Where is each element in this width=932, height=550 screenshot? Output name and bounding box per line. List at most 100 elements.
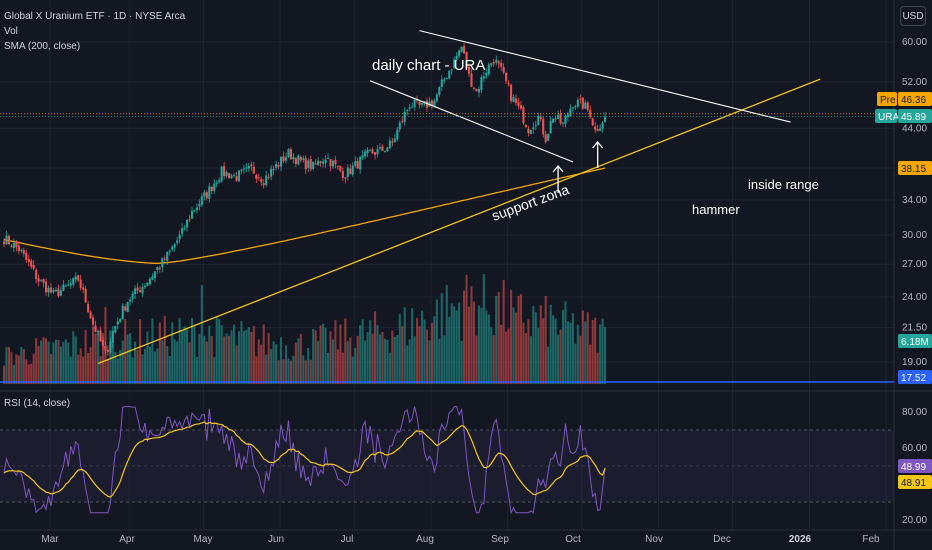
candle-body xyxy=(198,203,201,207)
price-tick-label: 44.00 xyxy=(902,123,927,134)
candle-body xyxy=(124,306,127,311)
candle-body xyxy=(490,63,493,66)
candle-body xyxy=(378,147,382,149)
volume-bar xyxy=(574,343,577,384)
volume-bar xyxy=(314,330,317,384)
candle-body xyxy=(443,79,446,81)
candle-body xyxy=(480,77,483,91)
candle-body xyxy=(275,164,278,168)
candle-body xyxy=(262,183,265,186)
rsi-indicator-label[interactable]: RSI (14, close) xyxy=(4,398,71,409)
volume-bar xyxy=(54,339,57,384)
volume-bar xyxy=(359,325,362,384)
volume-bar xyxy=(435,299,438,384)
volume-bar xyxy=(490,327,493,384)
volume-bar xyxy=(423,319,426,384)
candle-body xyxy=(188,219,191,221)
volume-bar xyxy=(193,324,196,384)
volume-bar xyxy=(141,354,144,384)
candle-body xyxy=(237,170,241,182)
time-axis-label: May xyxy=(194,534,213,545)
grid-lines xyxy=(0,0,894,530)
volume-bar xyxy=(5,347,8,384)
volume-indicator-label[interactable]: Vol xyxy=(4,26,18,37)
volume-bar xyxy=(480,308,483,384)
volume-bar xyxy=(74,336,77,384)
volume-bar xyxy=(510,289,513,384)
candle-body xyxy=(339,165,342,171)
symbol-title[interactable]: Global X Uranium ETF · 1D · NYSE Arca xyxy=(4,11,186,22)
volume-bar xyxy=(453,306,456,384)
volume-bar xyxy=(517,296,520,384)
volume-bar xyxy=(401,326,404,384)
volume-bar xyxy=(143,348,147,384)
volume-bar xyxy=(235,345,238,384)
candle-body xyxy=(465,51,468,68)
candle-body xyxy=(334,159,337,165)
candle-body xyxy=(173,244,176,248)
candle-body xyxy=(267,177,270,179)
candle-body xyxy=(255,175,258,179)
volume-bar xyxy=(371,333,374,384)
candle-body xyxy=(225,172,228,177)
candle-body xyxy=(495,59,498,63)
volume-bar xyxy=(67,342,70,384)
candle-body xyxy=(12,243,15,248)
sma-value-badge-text: 38.15 xyxy=(901,164,926,175)
volume-bar xyxy=(304,360,307,384)
candle-body xyxy=(111,330,114,343)
candle-body xyxy=(89,311,92,319)
candle-body xyxy=(584,102,587,109)
candle-body xyxy=(183,228,186,230)
volume-bar xyxy=(215,316,218,384)
volume-bar xyxy=(549,304,552,384)
candle-body xyxy=(252,166,255,174)
candle-body xyxy=(356,160,359,169)
candle-body xyxy=(304,158,307,170)
time-axis-label: Apr xyxy=(119,534,135,545)
volume-bar xyxy=(369,320,372,384)
volume-bar xyxy=(356,335,359,384)
volume-bar xyxy=(232,324,236,384)
volume-bar xyxy=(272,341,275,384)
volume-bar xyxy=(287,358,290,384)
volume-bar xyxy=(463,290,466,384)
pre-tag-bg xyxy=(877,92,897,106)
volume-bar xyxy=(495,296,498,384)
volume-bar xyxy=(319,325,322,384)
volume-bar xyxy=(458,302,461,384)
volume-bar xyxy=(176,341,179,384)
candle-body xyxy=(326,158,330,160)
candle-body xyxy=(477,88,480,93)
support-zone-label: support zona xyxy=(490,181,572,224)
candle-body xyxy=(106,349,109,352)
volume-bar xyxy=(136,350,139,384)
candle-body xyxy=(307,160,310,168)
volume-bar xyxy=(77,354,80,384)
volume-bar xyxy=(79,348,82,384)
volume-bar xyxy=(262,324,265,384)
rsi-ma-line xyxy=(3,421,606,498)
volume-bar xyxy=(329,331,332,384)
hammer-arrow xyxy=(552,164,564,193)
candle-body xyxy=(195,207,198,211)
volume-bar xyxy=(49,354,53,384)
candle-body xyxy=(534,125,537,127)
candle-body xyxy=(589,109,592,118)
volume-bar xyxy=(507,328,510,384)
candle-body xyxy=(371,149,374,154)
candle-body xyxy=(265,175,268,185)
sma-indicator-label[interactable]: SMA (200, close) xyxy=(4,41,81,52)
candle-body xyxy=(413,99,416,107)
sma-value-badge: 38.15 xyxy=(898,161,932,175)
volume-bar xyxy=(448,317,451,384)
candle-body xyxy=(571,107,574,109)
channel-lower-line xyxy=(369,80,574,163)
candle-body xyxy=(287,149,290,157)
candle-body xyxy=(87,303,90,312)
volume-bar xyxy=(12,364,15,384)
volume-bar xyxy=(138,319,142,384)
volume-bar xyxy=(10,352,13,384)
currency-button[interactable]: USD xyxy=(900,6,926,26)
